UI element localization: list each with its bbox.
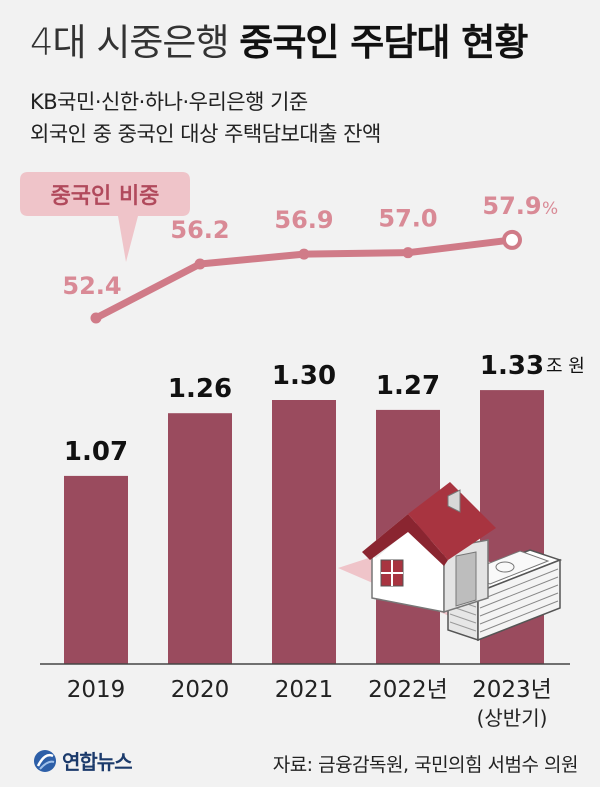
line-point-2 — [298, 248, 310, 260]
title-light: 4대 시중은행 — [30, 21, 230, 64]
x-axis: 2019 2020 2021 2022년 2023년 (상반기) — [40, 663, 570, 730]
yonhap-globe-icon — [34, 749, 56, 772]
house-icon — [362, 482, 496, 614]
bar-1 — [168, 413, 232, 664]
line-value-label: 56.2 — [170, 216, 229, 244]
line-value-label: 52.4 — [62, 272, 121, 300]
x-tick-label: 2023년 — [472, 677, 552, 703]
bar-0 — [64, 475, 128, 664]
bar-value-label: 1.07 — [64, 437, 128, 467]
source-text: 자료: 금융감독원, 국민의힘 서범수 의원 — [272, 754, 579, 776]
x-tick-label: 2019 — [67, 677, 126, 703]
line-point-3 — [402, 247, 414, 259]
logo-text: 연합뉴스 — [62, 750, 133, 774]
line-unit-label: % — [542, 199, 558, 219]
bar-unit-label: 조 원 — [546, 356, 585, 377]
line-series-name: 중국인 비중 — [51, 184, 160, 209]
line-value-label: 57.9 — [482, 192, 541, 220]
x-tick-label: 2020 — [171, 677, 230, 703]
bar-value-label: 1.30 — [272, 361, 336, 391]
x-tick-note: (상반기) — [477, 706, 548, 730]
line-legend-callout: 중국인 비중 — [20, 172, 190, 262]
house-and-money-icon — [338, 482, 563, 642]
bar-value-label: 1.26 — [168, 374, 232, 404]
line-value-label: 56.9 — [274, 206, 333, 234]
bar-value-label: 1.33 — [480, 351, 544, 381]
line-point-4 — [502, 229, 522, 250]
title-bold: 중국인 주담대 현황 — [239, 21, 528, 64]
line-value-label: 57.0 — [378, 205, 437, 233]
x-tick-label: 2021 — [275, 677, 334, 703]
line-point-0 — [90, 312, 102, 324]
yonhap-logo: 연합뉴스 — [32, 746, 133, 775]
x-tick-label: 2022년 — [368, 677, 448, 703]
subtitle-line-1: KB국민·신한·하나·우리은행 기준 — [30, 90, 308, 114]
line-point-1 — [194, 258, 206, 270]
bar-value-label: 1.27 — [376, 371, 440, 401]
line-layer: 52.4 56.2 56.9 57.0 57.9% — [62, 192, 558, 324]
page-title: 4대 시중은행 중국인 주담대 현황 — [30, 18, 528, 68]
subtitle-line-2: 외국인 중 중국인 대상 주택담보대출 잔액 — [30, 122, 381, 146]
bar-2 — [272, 400, 336, 664]
